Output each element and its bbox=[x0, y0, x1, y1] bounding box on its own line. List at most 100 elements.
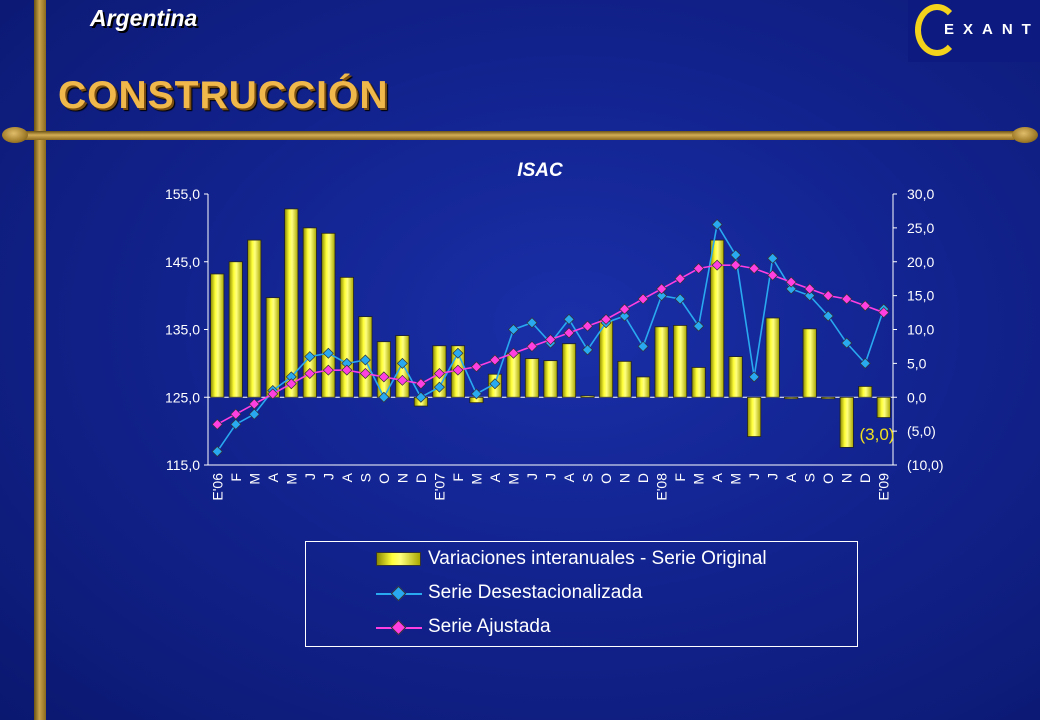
desestacionalizada-point bbox=[415, 391, 427, 403]
desestacionalizada-point bbox=[489, 378, 501, 390]
ajustada-point bbox=[267, 388, 279, 400]
bar bbox=[617, 360, 632, 398]
bar bbox=[580, 395, 595, 398]
bar bbox=[691, 367, 706, 398]
right-tick-label: (10,0) bbox=[907, 457, 944, 473]
logo-ring-icon bbox=[915, 4, 959, 56]
x-tick-label: M bbox=[691, 473, 707, 485]
desestacionalizada-point bbox=[563, 313, 575, 325]
desestacionalizada-point bbox=[470, 388, 482, 400]
bar bbox=[247, 239, 262, 398]
bar bbox=[784, 396, 799, 400]
x-tick-label: J bbox=[302, 473, 318, 480]
x-tick-label: J bbox=[543, 473, 559, 480]
desestacionalizada-point bbox=[785, 283, 797, 295]
ajustada-point bbox=[359, 368, 371, 380]
annotation-label: (3,0) bbox=[860, 425, 895, 444]
x-tick-label: F bbox=[228, 473, 244, 482]
x-tick-label: D bbox=[413, 473, 429, 483]
bar bbox=[858, 386, 873, 398]
bar bbox=[265, 297, 280, 398]
bar bbox=[321, 232, 336, 398]
desestacionalizada-point bbox=[841, 337, 853, 349]
x-tick-label: A bbox=[339, 472, 355, 482]
x-tick-label: J bbox=[765, 473, 781, 480]
x-tick-label: N bbox=[617, 473, 633, 483]
ajustada-point bbox=[693, 263, 705, 275]
x-tick-label: F bbox=[450, 473, 466, 482]
ajustada-point bbox=[711, 259, 723, 271]
bar bbox=[728, 356, 743, 398]
bar bbox=[802, 328, 817, 398]
bar bbox=[598, 319, 614, 398]
x-tick-label: E'06 bbox=[209, 473, 225, 501]
ajustada-point bbox=[859, 300, 871, 312]
x-tick-label: N bbox=[394, 473, 410, 483]
bar bbox=[765, 317, 780, 398]
x-tick-label: O bbox=[376, 473, 392, 484]
desestacionalizada-point bbox=[396, 357, 408, 369]
right-tick-label: 0,0 bbox=[907, 389, 927, 405]
right-tick-label: 10,0 bbox=[907, 322, 934, 338]
right-tick-label: 25,0 bbox=[907, 220, 934, 236]
desestacionalizada-point bbox=[637, 340, 649, 352]
ajustada-point bbox=[582, 320, 594, 332]
legend-item-original: Variaciones interanuales - Serie Origina… bbox=[306, 548, 846, 572]
bar bbox=[284, 208, 299, 398]
ajustada-point bbox=[637, 293, 649, 305]
ajustada-point bbox=[526, 340, 538, 352]
legend-item-ajustada: Serie Ajustada bbox=[306, 616, 846, 640]
x-tick-label: A bbox=[487, 472, 503, 482]
ajustada-point bbox=[396, 374, 408, 386]
ajustada-point bbox=[489, 354, 501, 366]
desestacionalizada-point bbox=[711, 218, 723, 230]
ajustada-point bbox=[619, 303, 631, 315]
ajustada-point bbox=[304, 368, 316, 380]
x-tick-label: E'09 bbox=[876, 473, 892, 501]
chart-legend: Variaciones interanuales - Serie Origina… bbox=[305, 541, 858, 647]
logo-text: EXANTE bbox=[944, 21, 1040, 38]
ajustada-point bbox=[563, 327, 575, 339]
ajustada-point bbox=[674, 273, 686, 285]
x-tick-label: S bbox=[802, 473, 818, 482]
x-tick-label: D bbox=[635, 473, 651, 483]
desestacionalizada-point bbox=[656, 290, 668, 302]
left-tick-label: 155,0 bbox=[165, 186, 200, 202]
desestacionalizada-point bbox=[322, 347, 334, 359]
desestacionalizada-point bbox=[452, 347, 464, 359]
ajustada-point bbox=[415, 378, 427, 390]
bar bbox=[506, 352, 521, 398]
x-tick-label: M bbox=[283, 473, 299, 485]
bar bbox=[339, 276, 354, 398]
left-tick-label: 145,0 bbox=[165, 254, 200, 270]
x-tick-label: N bbox=[839, 473, 855, 483]
decorative-bar-cap-left bbox=[2, 127, 28, 143]
ajustada-point bbox=[841, 293, 853, 305]
desestacionalizada-point bbox=[507, 324, 519, 335]
ajustada-point bbox=[248, 398, 260, 410]
legend-item-desestacionalizada: Serie Desestacionalizada bbox=[306, 582, 846, 606]
legend-diamond-marker bbox=[390, 619, 407, 636]
ajustada-point bbox=[785, 276, 797, 288]
ajustada-point bbox=[507, 347, 519, 359]
legend-label: Variaciones interanuales - Serie Origina… bbox=[428, 548, 767, 569]
decorative-vertical-bar bbox=[34, 0, 46, 720]
bar bbox=[839, 396, 854, 448]
bar bbox=[543, 360, 558, 398]
x-tick-label: O bbox=[820, 473, 836, 484]
bar bbox=[673, 325, 688, 398]
x-tick-label: O bbox=[598, 473, 614, 484]
bar bbox=[228, 261, 243, 398]
desestacionalizada-point bbox=[248, 408, 260, 420]
desestacionalizada-point bbox=[582, 344, 594, 356]
bar bbox=[710, 239, 725, 398]
x-tick-label: A bbox=[561, 472, 577, 482]
ajustada-point bbox=[804, 283, 816, 295]
desestacionalizada-point bbox=[748, 371, 760, 383]
desestacionalizada-point bbox=[230, 418, 242, 430]
ajustada-point bbox=[767, 269, 779, 281]
right-tick-label: 20,0 bbox=[907, 254, 934, 270]
ajustada-point bbox=[285, 378, 297, 390]
desestacionalizada-point bbox=[619, 310, 631, 322]
